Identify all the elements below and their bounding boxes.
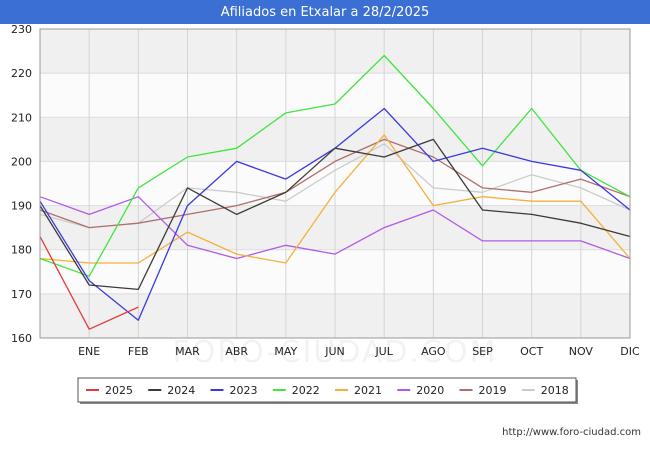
legend-label-2021: 2021 [354, 384, 382, 397]
series-line-2025 [39, 236, 139, 330]
x-tick-label: FEB [128, 345, 149, 358]
series-line-2022 [39, 54, 631, 277]
series-line-2019 [39, 138, 631, 229]
x-tick-label: SEP [472, 345, 493, 358]
legend-label-2022: 2022 [292, 384, 320, 397]
series-line-2021 [39, 134, 631, 264]
x-tick-label: OCT [520, 345, 543, 358]
x-tick-label: ENE [78, 345, 100, 358]
y-tick-label: 230 [11, 23, 32, 36]
watermark: FORO-CIUDAD.COM [173, 335, 498, 370]
x-tick-label: MAY [274, 345, 297, 358]
y-tick-label: 190 [11, 200, 32, 213]
legend: 2025 2024 2023 2022 2021 2020 2019 2018 [77, 377, 578, 404]
y-tick-label: 180 [11, 244, 32, 257]
x-tick-label: ABR [225, 345, 248, 358]
x-tick-label: MAR [175, 345, 200, 358]
legend-label-2025: 2025 [105, 384, 133, 397]
x-tick-label: AGO [421, 345, 446, 358]
legend-label-2020: 2020 [416, 384, 444, 397]
axes: 160 170 180 190 200 210 220 230 ENE FEB MAR ABR MAY J… [11, 23, 640, 358]
series-line-2020 [39, 196, 631, 260]
y-tick-label: 220 [11, 67, 32, 80]
y-tick-label: 200 [11, 155, 32, 168]
chart-title: Afiliados en Etxalar a 28/2/2025 [220, 4, 430, 20]
legend-label-2023: 2023 [230, 384, 258, 397]
x-tick-label: DIC [620, 345, 640, 358]
x-tick-label: JUN [324, 345, 345, 358]
legend-label-2018: 2018 [541, 384, 569, 397]
chart-title-bar: Afiliados en Etxalar a 28/2/2025 [0, 0, 650, 24]
legend-label-2019: 2019 [479, 384, 507, 397]
y-tick-label: 170 [11, 288, 32, 301]
x-tick-label: JUL [374, 345, 393, 358]
x-tick-label: NOV [569, 345, 594, 358]
source-url: http://www.foro-ciudad.com [502, 427, 641, 438]
series-line-2024 [39, 138, 631, 291]
y-tick-label: 160 [11, 332, 32, 345]
plot-frame [39, 28, 631, 339]
series-lines [39, 54, 631, 330]
legend-label-2024: 2024 [167, 384, 195, 397]
y-tick-label: 210 [11, 111, 32, 124]
